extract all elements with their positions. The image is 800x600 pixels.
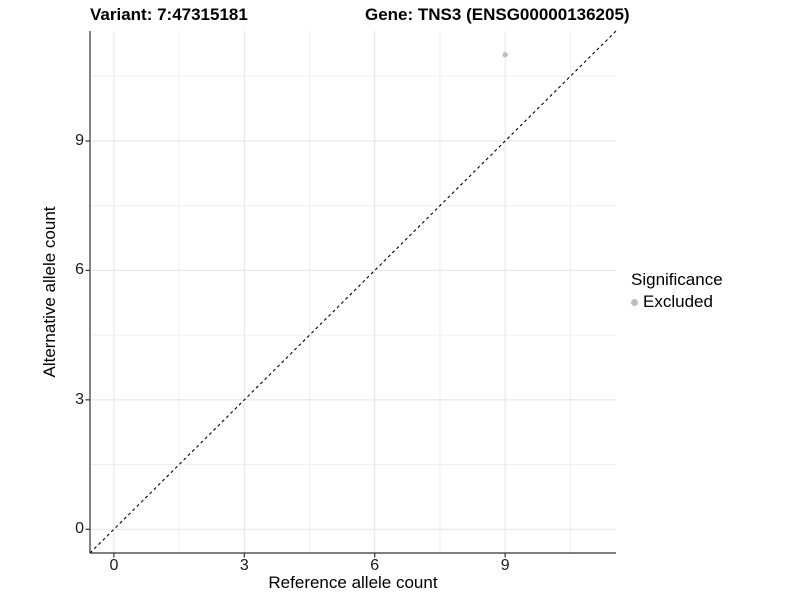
x-tick-label-9: 9	[500, 557, 510, 574]
legend-item-excluded: Excluded	[631, 292, 723, 312]
y-tick-label-3: 3	[75, 390, 84, 408]
legend-title: Significance	[631, 270, 723, 289]
legend-item-label: Excluded	[643, 292, 713, 311]
data-point-excluded	[502, 52, 508, 58]
legend: Significance Excluded	[631, 269, 723, 312]
y-tick-label-0: 0	[75, 520, 84, 538]
excluded-point-icon	[631, 298, 638, 306]
x-tick-label-6: 6	[370, 557, 380, 574]
plot-title-gene: Gene: TNS3 (ENSG00000136205)	[365, 5, 630, 24]
x-axis-title: Reference allele count	[268, 573, 438, 592]
x-tick-label-3: 3	[239, 557, 249, 574]
y-axis-title: Alternative allele count	[40, 206, 59, 378]
y-tick-label-9: 9	[75, 132, 84, 149]
x-tick-label-0: 0	[109, 557, 119, 574]
plot-title-variant: Variant: 7:47315181	[90, 5, 248, 24]
identity-dashed-line	[89, 30, 617, 554]
y-tick-label-6: 6	[75, 261, 84, 279]
